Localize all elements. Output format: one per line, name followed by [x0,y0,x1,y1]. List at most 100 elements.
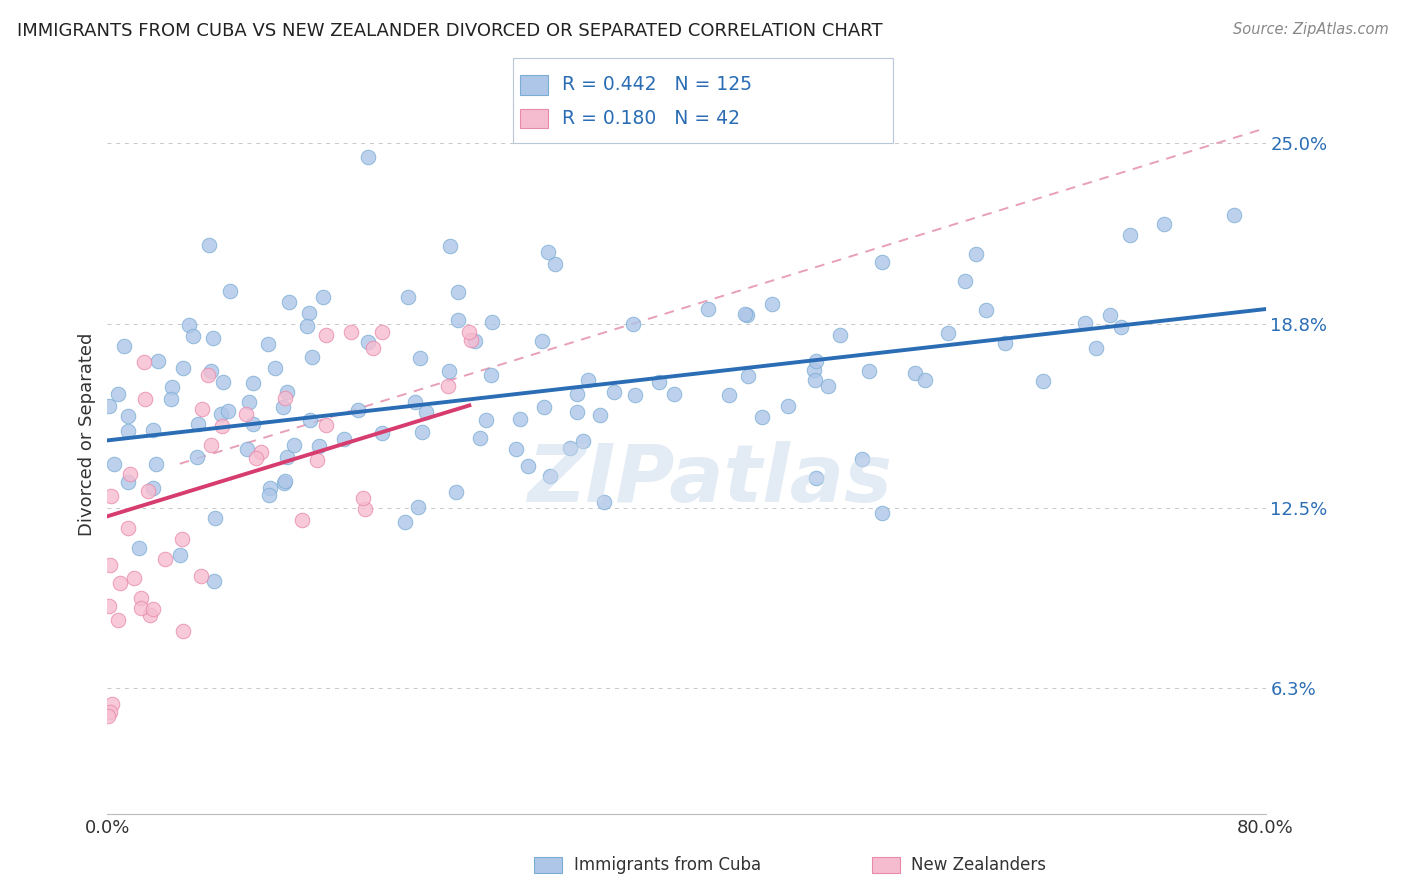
Point [1032,374,1054,388]
Point [117,409,139,423]
Point [202,331,225,345]
Point [803,363,825,377]
Point [129,600,152,615]
Point [257,488,280,502]
Point [572,434,595,449]
Point [516,458,538,473]
Point [245,451,267,466]
Y-axis label: Divorced or Separated: Divorced or Separated [79,333,96,536]
Point [219,284,242,298]
Point [172,624,194,639]
Point [751,410,773,425]
Point [257,337,280,351]
Point [851,452,873,467]
Point [974,303,997,318]
Point [1153,217,1175,231]
Point [97,399,120,413]
Point [576,373,599,387]
Point [697,302,720,317]
Point [439,364,461,378]
Point [204,511,226,525]
Point [567,405,589,419]
Point [1074,316,1097,330]
Point [761,297,783,311]
Point [776,399,799,413]
Point [955,274,977,288]
Point [965,247,987,261]
Point [662,387,685,401]
Point [357,150,380,164]
Point [537,245,560,260]
Point [169,549,191,563]
Point [339,326,361,340]
Point [103,457,125,471]
Point [122,571,145,585]
Point [394,515,416,529]
Point [209,407,232,421]
Point [354,502,377,516]
Point [160,380,183,394]
Point [804,471,827,485]
Point [1223,208,1246,222]
Point [446,484,468,499]
Point [558,442,581,456]
Point [97,708,120,723]
Point [160,392,183,407]
Point [458,326,481,340]
Point [98,599,121,613]
Point [858,364,880,378]
Point [936,326,959,340]
Text: R = 0.442   N = 125: R = 0.442 N = 125 [562,75,752,95]
Point [408,500,430,514]
Point [315,418,337,433]
Point [117,475,139,489]
Point [538,468,561,483]
Point [273,474,295,488]
Point [273,475,295,490]
Point [1119,228,1142,243]
Point [200,438,222,452]
Point [186,450,208,465]
Point [271,400,294,414]
Point [301,350,323,364]
Point [242,417,264,431]
Text: Immigrants from Cuba: Immigrants from Cuba [574,856,761,874]
Point [181,328,204,343]
Point [235,408,257,422]
Point [460,334,482,348]
Point [120,467,142,482]
Point [276,450,298,464]
Point [107,387,129,401]
Point [347,402,370,417]
Point [153,552,176,566]
Point [603,385,626,400]
Point [872,254,894,268]
Point [1111,320,1133,334]
Text: Source: ZipAtlas.com: Source: ZipAtlas.com [1233,22,1389,37]
Point [531,334,554,349]
Point [1099,308,1122,322]
Point [142,481,165,495]
Point [415,405,437,419]
Point [212,375,235,389]
Point [299,413,322,427]
Point [138,607,160,622]
Point [447,285,470,299]
Point [904,366,927,380]
Point [468,431,491,445]
Point [259,481,281,495]
Point [148,354,170,368]
Point [447,313,470,327]
Point [211,419,233,434]
Point [136,483,159,498]
Point [505,442,527,457]
Point [408,351,430,366]
Point [870,507,893,521]
Point [132,354,155,368]
Point [112,339,135,353]
Point [817,379,839,393]
Point [142,601,165,615]
Point [242,376,264,390]
Point [145,457,167,471]
Point [509,412,531,426]
